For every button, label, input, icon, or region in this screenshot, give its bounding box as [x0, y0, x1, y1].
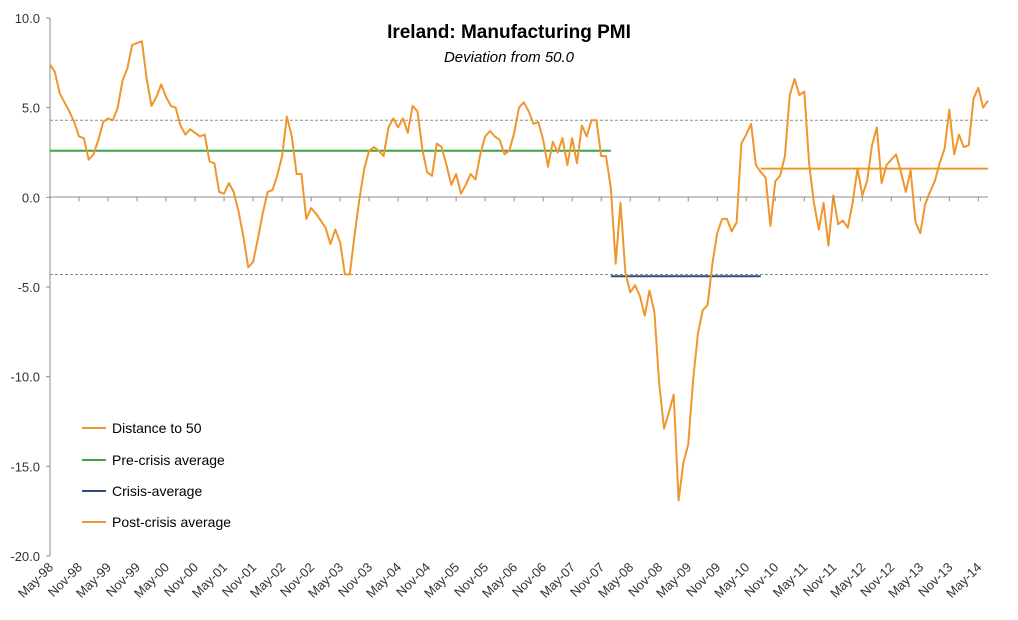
y-ticks: 10.0 5.0 0.0 -5.0 -10.0 -15.0 -20.0 [10, 11, 50, 564]
legend-label-post-crisis: Post-crisis average [112, 514, 231, 530]
y-tick-label: -20.0 [10, 549, 40, 564]
y-tick-label: -5.0 [18, 280, 40, 295]
x-ticks: May-98Nov-98May-99Nov-99May-00Nov-00May-… [15, 197, 984, 601]
series-layer [49, 40, 989, 502]
average-lines [50, 149, 988, 278]
legend-label-pre-crisis: Pre-crisis average [112, 452, 225, 468]
y-tick-label: 0.0 [22, 190, 40, 205]
legend-label-distance: Distance to 50 [112, 420, 202, 436]
series-line-distance-to-50 [49, 40, 989, 502]
y-tick-label: 5.0 [22, 101, 40, 116]
y-tick-label: -10.0 [10, 370, 40, 385]
reference-lines [50, 119, 988, 275]
legend: Distance to 50 Pre-crisis average Crisis… [82, 420, 231, 530]
legend-label-crisis: Crisis-average [112, 483, 202, 499]
chart-subtitle: Deviation from 50.0 [444, 49, 575, 66]
chart-title: Ireland: Manufacturing PMI [387, 22, 631, 43]
y-tick-label: 10.0 [15, 11, 40, 26]
y-tick-label: -15.0 [10, 459, 40, 474]
